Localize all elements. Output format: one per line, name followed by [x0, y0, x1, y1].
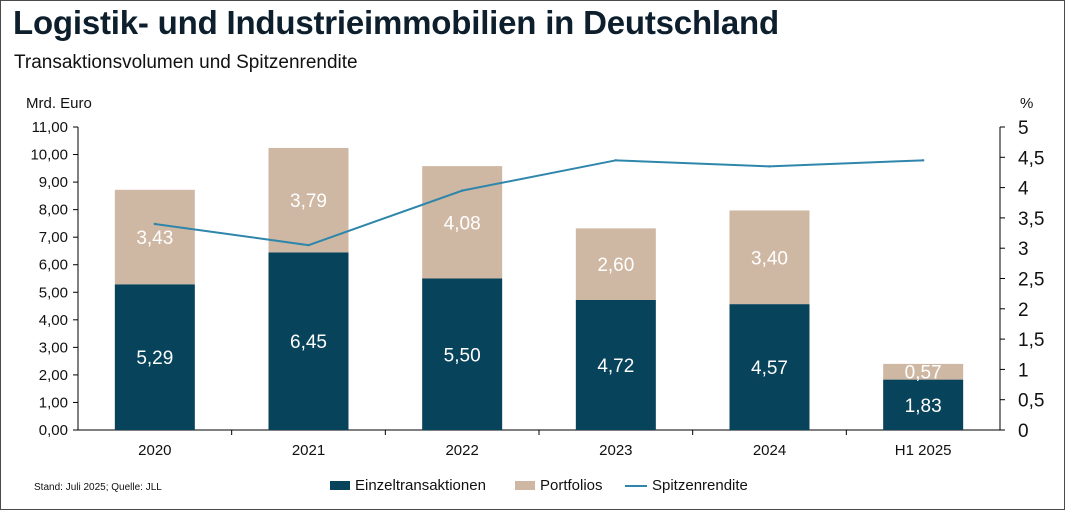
- data-label-portfolios: 2,60: [597, 255, 634, 276]
- left-axis-tick-label: 11,00: [32, 119, 68, 136]
- data-label-portfolios: 3,43: [136, 228, 173, 249]
- data-label-portfolios: 4,08: [444, 213, 481, 234]
- legend-item-spitzenrendite: Spitzenrendite: [625, 477, 748, 494]
- data-label-einzeltransaktionen: 6,45: [290, 332, 327, 353]
- right-axis-tick-label: 1,5: [1018, 330, 1044, 351]
- data-label-portfolios: 3,40: [751, 248, 788, 269]
- legend-swatch-portfolios: [515, 481, 535, 490]
- bar-portfolios: [729, 210, 810, 305]
- line-spitzenrendite: [154, 159, 924, 247]
- source-note: Stand: Juli 2025; Quelle: JLL: [34, 482, 162, 493]
- right-axis-tick-label: 2,5: [1018, 270, 1044, 291]
- bar-einzeltransaktionen: [729, 304, 810, 430]
- line-point-spitzenrendite: [768, 165, 771, 168]
- line-point-spitzenrendite: [614, 159, 618, 162]
- x-axis-tick-label: 2022: [445, 442, 478, 459]
- data-label-einzeltransaktionen: 5,29: [136, 348, 173, 369]
- legend-swatch-einzeltransaktionen: [330, 481, 350, 490]
- line-point-spitzenrendite: [460, 189, 464, 192]
- right-axis-tick-label: 4: [1018, 179, 1029, 200]
- x-axis-tick-label: H1 2025: [895, 442, 952, 459]
- legend-swatch-spitzenrendite: [625, 484, 647, 487]
- right-axis-tick-label: 0: [1018, 421, 1029, 442]
- data-label-einzeltransaktionen: 1,83: [905, 396, 942, 417]
- left-axis-tick-label: 6,00: [39, 257, 68, 274]
- bar-einzeltransaktionen: [268, 252, 349, 430]
- x-axis-tick-label: 2024: [753, 442, 786, 459]
- legend-label-portfolios: Portfolios: [540, 477, 603, 494]
- right-axis-tick-label: 2: [1018, 300, 1029, 321]
- left-axis-tick-label: 3,00: [39, 339, 68, 356]
- right-axis-tick-label: 4,5: [1018, 148, 1044, 169]
- line-point-spitzenrendite: [153, 222, 157, 226]
- legend-label-spitzenrendite: Spitzenrendite: [652, 477, 748, 494]
- left-axis-tick-label: 1,00: [39, 394, 68, 411]
- bar-einzeltransaktionen: [422, 278, 503, 430]
- bar-einzeltransaktionen: [575, 299, 656, 430]
- data-label-portfolios: 3,79: [290, 191, 327, 212]
- chart-subtitle: Transaktionsvolumen und Spitzenrendite: [14, 52, 358, 73]
- x-axis-tick-label: 2021: [292, 442, 325, 459]
- bar-portfolios: [883, 363, 964, 380]
- left-axis-tick-label: 8,00: [39, 202, 68, 219]
- right-axis-tick-label: 1: [1018, 360, 1029, 381]
- right-axis-tick-label: 3: [1018, 239, 1029, 260]
- left-axis-tick-label: 9,00: [39, 174, 68, 191]
- legend-item-portfolios: Portfolios: [515, 477, 603, 494]
- line-point-spitzenrendite: [921, 159, 925, 162]
- right-axis-tick-label: 3,5: [1018, 209, 1044, 230]
- right-axis-tick-label: 0,5: [1018, 391, 1044, 412]
- bar-einzeltransaktionen: [883, 379, 964, 430]
- data-label-einzeltransaktionen: 5,50: [444, 345, 481, 366]
- chart-legend: Einzeltransaktionen Portfolios Spitzenre…: [0, 477, 1065, 497]
- left-axis-tick-label: 0,00: [39, 422, 68, 439]
- left-axis-tick-label: 4,00: [39, 312, 68, 329]
- left-axis-tick-label: 2,00: [39, 367, 68, 384]
- bar-portfolios: [114, 189, 195, 285]
- bar-einzeltransaktionen: [114, 284, 195, 430]
- left-axis-tick-label: 7,00: [39, 229, 68, 246]
- data-label-portfolios: 0,57: [905, 363, 942, 384]
- legend-item-einzeltransaktionen: Einzeltransaktionen: [330, 477, 486, 494]
- left-axis-tick-label: 5,00: [39, 284, 68, 301]
- chart-title: Logistik- und Industrieimmobilien in Deu…: [13, 4, 779, 41]
- bar-portfolios: [575, 228, 656, 300]
- left-axis-title: Mrd. Euro: [26, 95, 92, 112]
- data-label-einzeltransaktionen: 4,72: [597, 356, 634, 377]
- left-axis-tick-label: 10,00: [30, 147, 68, 164]
- x-axis-tick-label: 2023: [599, 442, 632, 459]
- legend-label-einzeltransaktionen: Einzeltransaktionen: [355, 477, 486, 494]
- right-axis-title: %: [1020, 95, 1033, 112]
- line-point-spitzenrendite: [307, 243, 310, 247]
- data-label-einzeltransaktionen: 4,57: [751, 358, 788, 379]
- right-axis-tick-label: 5: [1018, 118, 1029, 139]
- x-axis-tick-label: 2020: [138, 442, 171, 459]
